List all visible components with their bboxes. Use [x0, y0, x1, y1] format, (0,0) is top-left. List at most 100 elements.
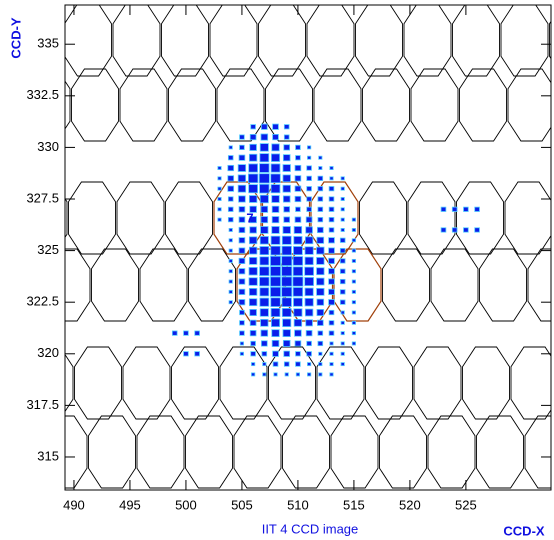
ccd-cell: [239, 300, 245, 305]
ccd-cell: [249, 267, 257, 275]
ccd-cell: [273, 362, 278, 366]
ccd-cell: [319, 373, 322, 376]
ccd-cell: [283, 185, 291, 192]
ccd-cell: [260, 164, 270, 173]
ccd-cell: [318, 341, 323, 345]
ccd-cell: [260, 309, 268, 317]
ccd-cell: [317, 237, 324, 243]
ccd-cell: [283, 319, 291, 327]
ccd-cell: [261, 124, 267, 129]
ccd-cell: [330, 166, 333, 169]
ccd-cell: [307, 373, 310, 376]
ccd-cell: [305, 298, 313, 306]
ccd-cell: [263, 363, 266, 366]
y-tick-label: 330: [37, 139, 59, 154]
ccd-cell: [306, 227, 313, 233]
ccd-cell: [329, 331, 334, 335]
ccd-cell: [249, 237, 257, 244]
ccd-cell: [240, 310, 245, 314]
ccd-cell: [317, 299, 324, 305]
ccd-cell: [283, 175, 291, 182]
ccd-cell: [296, 145, 301, 149]
ccd-cell: [341, 228, 344, 231]
ccd-cell: [239, 207, 245, 212]
y-tick-label: 317.5: [26, 397, 59, 412]
ccd-cell: [218, 166, 221, 169]
ccd-cell: [319, 166, 322, 169]
ccd-cell: [229, 249, 232, 252]
ccd-cell: [352, 218, 355, 221]
ccd-cell: [239, 269, 245, 274]
y-tick-label: 322.5: [26, 294, 59, 309]
ccd-cell: [271, 174, 281, 183]
ccd-cell: [341, 311, 344, 314]
ccd-cell: [318, 197, 323, 201]
ccd-cell: [329, 279, 335, 284]
ccd-cell: [318, 186, 323, 190]
ccd-cell: [249, 257, 257, 264]
ccd-cell: [293, 247, 302, 255]
ccd-cell: [452, 207, 457, 211]
ccd-cell: [330, 342, 333, 345]
ccd-cell: [284, 217, 290, 222]
ccd-cell: [238, 165, 246, 172]
ccd-cell: [239, 248, 245, 253]
ccd-cell: [260, 257, 269, 265]
ccd-cell: [260, 247, 269, 255]
ccd-cell: [295, 341, 301, 346]
ccd-cell: [228, 186, 234, 191]
ccd-cell: [293, 287, 303, 296]
ccd-cell: [330, 177, 333, 180]
ccd-cell: [295, 165, 301, 170]
ccd-cell: [340, 300, 345, 304]
ccd-cell: [329, 269, 335, 274]
x-tick-label: 505: [231, 497, 253, 512]
ccd-cell: [239, 196, 246, 202]
ccd-cell: [250, 144, 257, 150]
ccd-cell: [329, 258, 335, 263]
ccd-cell: [249, 164, 258, 172]
ccd-cell: [249, 288, 257, 295]
ccd-cell: [293, 277, 303, 286]
ccd-cell: [296, 207, 301, 211]
ccd-cell: [329, 197, 334, 201]
ccd-cell: [249, 154, 257, 161]
ccd-cell: [229, 280, 232, 283]
ccd-cell: [282, 267, 292, 276]
ccd-cell: [228, 217, 233, 221]
ccd-cell: [240, 321, 245, 325]
ccd-cell: [239, 279, 245, 284]
ccd-cell: [260, 277, 270, 286]
ccd-cell: [317, 278, 325, 285]
ccd-cell: [262, 352, 267, 356]
ccd-cell: [249, 185, 258, 193]
ccd-cell: [238, 185, 246, 192]
ccd-cell: [250, 227, 257, 233]
ccd-cell: [305, 288, 313, 296]
ccd-cell: [341, 218, 344, 221]
ccd-cell: [352, 270, 355, 273]
ccd-cell: [294, 226, 302, 233]
ccd-cell: [293, 257, 303, 266]
ccd-cell: [218, 208, 221, 211]
ccd-cell: [305, 237, 313, 244]
ccd-cell: [260, 236, 268, 244]
ccd-cell: [251, 125, 256, 129]
ccd-cell: [273, 134, 279, 139]
ccd-cell: [272, 226, 280, 233]
ccd-cell: [352, 332, 355, 335]
ccd-cell: [273, 351, 279, 356]
chart: 7 IIT 4 CCD image CCD-X CCD-Y 4904955005…: [0, 0, 554, 540]
ccd-cell: [307, 341, 312, 345]
ccd-cell: [272, 340, 279, 346]
x-tick-label: 520: [399, 497, 421, 512]
ccd-cell: [330, 373, 333, 376]
ccd-cell: [218, 177, 221, 180]
ccd-cell: [317, 309, 324, 315]
ccd-cell: [284, 125, 289, 129]
ccd-cell: [270, 267, 280, 276]
x-tick-label: 490: [63, 497, 85, 512]
ccd-cell: [352, 280, 355, 283]
ccd-cell: [229, 270, 232, 273]
ccd-cell: [218, 197, 221, 200]
